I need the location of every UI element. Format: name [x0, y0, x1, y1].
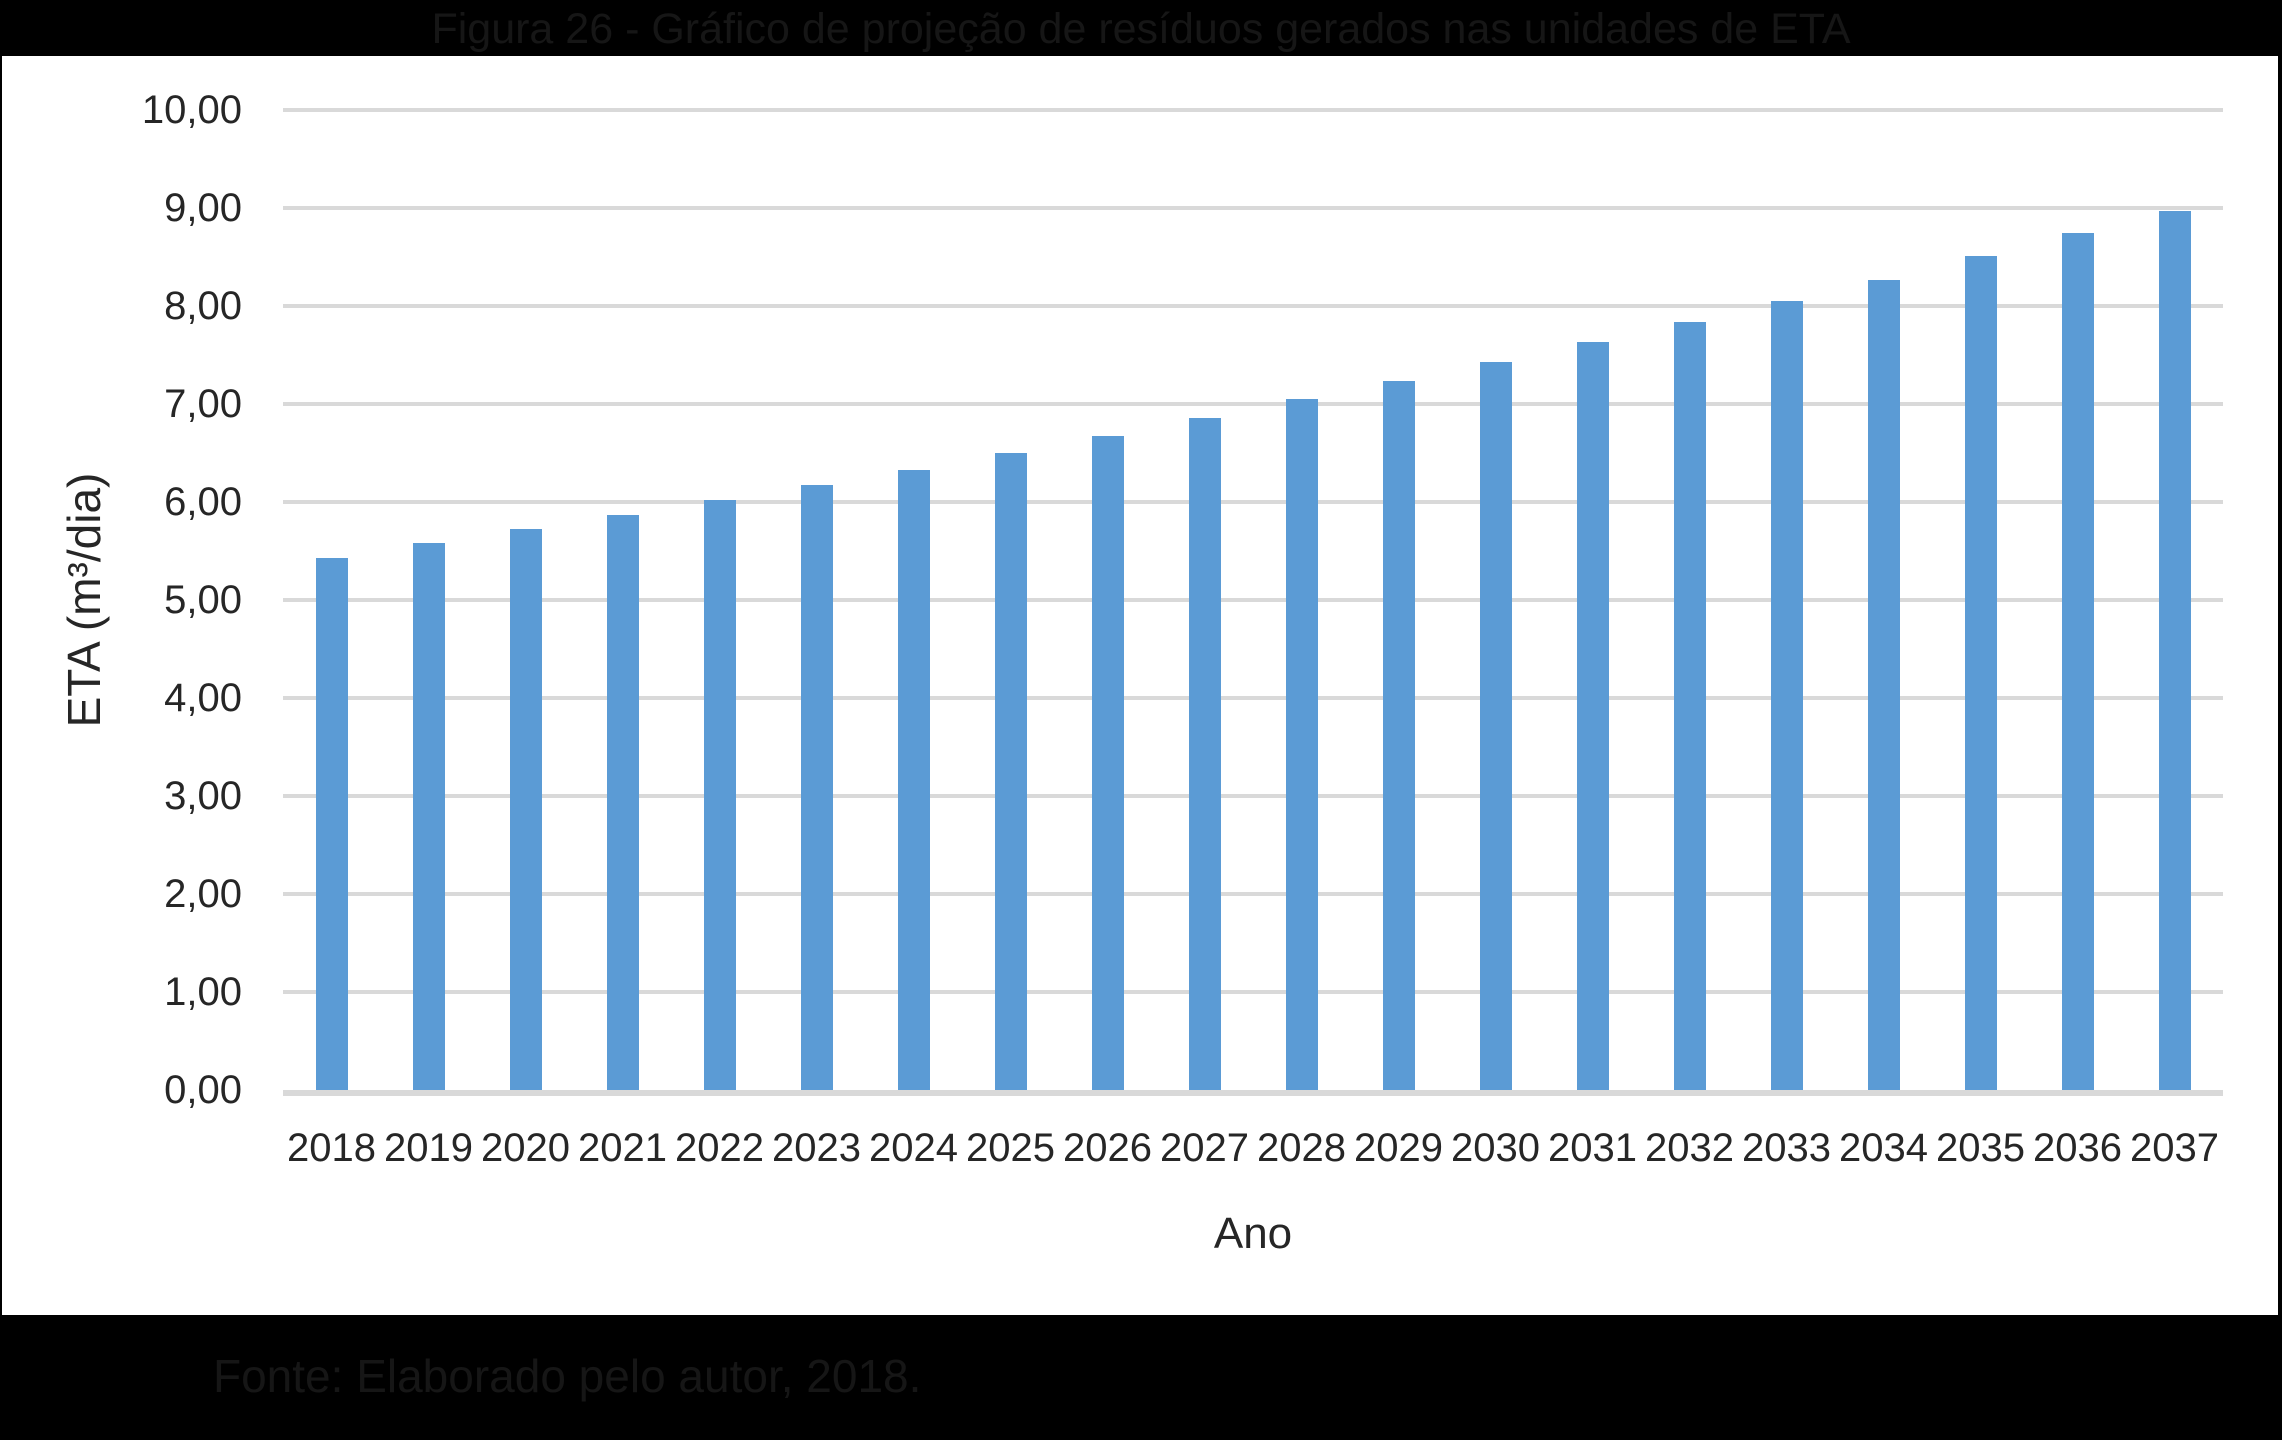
x-tick-label: 2033	[1742, 1126, 1831, 1170]
x-tick-label: 2028	[1257, 1126, 1346, 1170]
x-tick-label: 2024	[869, 1126, 958, 1170]
y-tick-label: 6,00	[164, 480, 242, 524]
x-tick-label: 2035	[1936, 1126, 2025, 1170]
bar-2018	[315, 557, 348, 1090]
x-tick-label: 2019	[384, 1126, 473, 1170]
y-tick-label: 1,00	[164, 970, 242, 1014]
y-tick-label: 3,00	[164, 774, 242, 818]
y-tick-label: 8,00	[164, 284, 242, 328]
x-tick-label: 2030	[1451, 1126, 1540, 1170]
bar-2033	[1770, 301, 1803, 1090]
x-tick-label: 2022	[675, 1126, 764, 1170]
bar-2034	[1867, 279, 1900, 1090]
x-tick-label: 2029	[1354, 1126, 1443, 1170]
x-tick-label: 2034	[1839, 1126, 1928, 1170]
gridline	[283, 108, 2223, 112]
bar-2024	[897, 469, 930, 1090]
bar-2019	[412, 543, 445, 1090]
y-tick-label: 10,00	[141, 88, 242, 132]
x-tick-label: 2036	[2033, 1126, 2122, 1170]
x-tick-label: 2021	[578, 1126, 667, 1170]
bar-2021	[606, 514, 639, 1090]
y-tick-label: 4,00	[164, 676, 242, 720]
x-axis-baseline	[283, 1090, 2223, 1096]
chart-panel: ETA (m³/dia) Ano 0,00 1,00 2,00 3,00 4,00 5,0…	[2, 56, 2278, 1315]
bar-2037	[2158, 210, 2191, 1090]
gridline	[283, 892, 2223, 896]
gridline	[283, 696, 2223, 700]
gridline	[283, 598, 2223, 602]
y-tick-label: 7,00	[164, 382, 242, 426]
x-tick-label: 2032	[1645, 1126, 1734, 1170]
x-tick-label: 2018	[287, 1126, 376, 1170]
bar-2031	[1576, 342, 1609, 1090]
bar-2025	[994, 453, 1027, 1090]
bar-2035	[1964, 256, 1997, 1090]
y-tick-label: 0,00	[164, 1068, 242, 1112]
bar-2022	[703, 500, 736, 1090]
x-tick-label: 2025	[966, 1126, 1055, 1170]
bar-2030	[1479, 361, 1512, 1090]
bar-2023	[800, 485, 833, 1090]
y-tick-label: 5,00	[164, 578, 242, 622]
gridline	[283, 794, 2223, 798]
gridline	[283, 500, 2223, 504]
y-tick-label: 2,00	[164, 872, 242, 916]
bar-2029	[1382, 381, 1415, 1090]
x-tick-label: 2037	[2130, 1126, 2219, 1170]
bar-2032	[1673, 321, 1706, 1090]
x-tick-label: 2020	[481, 1126, 570, 1170]
gridline	[283, 206, 2223, 210]
gridline	[283, 304, 2223, 308]
bar-2026	[1091, 436, 1124, 1090]
x-axis-title: Ano	[1213, 1209, 1293, 1258]
bar-2020	[509, 529, 542, 1090]
bar-2036	[2061, 233, 2094, 1090]
bar-2028	[1285, 399, 1318, 1090]
figure-title: Figura 26 - Gráfico de projeção de resíd…	[431, 5, 1851, 53]
x-tick-label: 2023	[772, 1126, 861, 1170]
bar-2027	[1188, 417, 1221, 1090]
figure-caption: Fonte: Elaborado pelo autor, 2018.	[213, 1350, 922, 1402]
y-tick-label: 9,00	[164, 186, 242, 230]
x-tick-label: 2026	[1063, 1126, 1152, 1170]
x-tick-label: 2031	[1548, 1126, 1637, 1170]
gridline	[283, 990, 2223, 994]
x-tick-label: 2027	[1160, 1126, 1249, 1170]
gridline	[283, 402, 2223, 406]
